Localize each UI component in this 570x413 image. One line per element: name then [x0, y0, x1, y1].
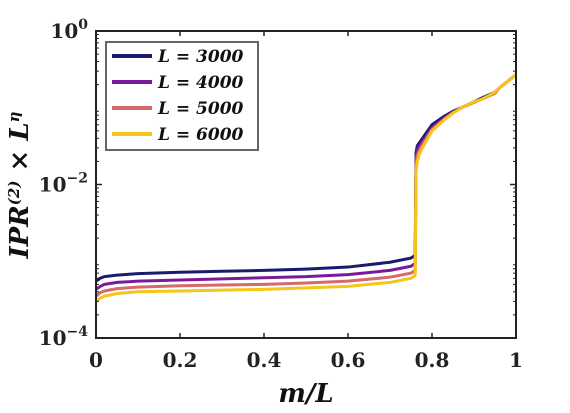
legend-label-3: L = 5000 — [157, 99, 244, 119]
y-tick-label: 100 — [50, 17, 88, 43]
y-tick-label: 10−2 — [39, 171, 88, 197]
legend-label-1: L = 3000 — [157, 47, 244, 67]
x-tick-label: 0.6 — [331, 348, 366, 372]
x-axis-label: m/L — [278, 379, 333, 409]
y-tick-label: 10−4 — [39, 324, 89, 350]
legend-label-2: L = 4000 — [157, 73, 244, 93]
series-line-4 — [95, 73, 517, 303]
svg-text:IPR(2) × Lη: IPR(2) × Lη — [5, 111, 35, 259]
x-tick-label: 0.2 — [163, 348, 198, 372]
legend-label-4: L = 6000 — [157, 125, 244, 145]
y-axis: 10−4 10−2 100 — [39, 17, 516, 350]
x-tick-label: 0 — [89, 348, 103, 372]
x-tick-label: 0.8 — [415, 348, 450, 372]
x-axis: 0 0.2 0.4 0.6 0.8 1 — [89, 31, 523, 372]
legend: L = 3000 L = 4000 L = 5000 L = 6000 — [105, 41, 259, 151]
x-tick-label: 1 — [509, 348, 523, 372]
x-tick-label: 0.4 — [247, 348, 282, 372]
plot-lines — [95, 73, 517, 303]
y-axis-label: IPR(2) × Lη — [5, 111, 35, 259]
